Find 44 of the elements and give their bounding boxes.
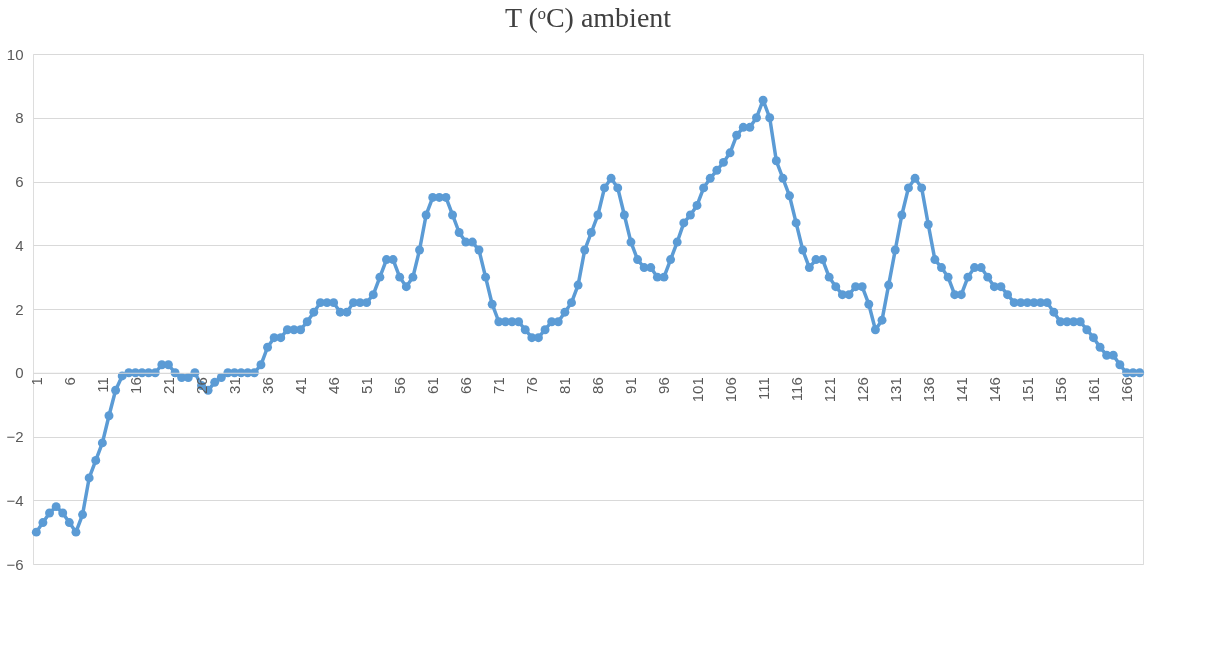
y-tick-label: −2 bbox=[6, 428, 24, 445]
x-tick-label: 11 bbox=[93, 377, 111, 393]
chart-title: T (ᵒC) ambient bbox=[504, 2, 672, 33]
x-tick-label: 71 bbox=[490, 377, 508, 394]
y-tick-label: 6 bbox=[15, 173, 24, 190]
x-tick-label: 36 bbox=[259, 377, 277, 394]
x-tick-label: 121 bbox=[820, 377, 838, 403]
x-tick-label: 111 bbox=[754, 377, 772, 401]
y-tick-label: 10 bbox=[6, 45, 24, 63]
x-tick-label: 86 bbox=[589, 377, 607, 394]
y-tick-label: 2 bbox=[15, 300, 24, 318]
x-tick-label: 126 bbox=[853, 377, 871, 403]
x-tick-label: 116 bbox=[787, 377, 805, 402]
x-tick-label: 96 bbox=[655, 377, 673, 394]
x-tick-label: 81 bbox=[556, 377, 574, 394]
y-tick-label: −6 bbox=[6, 555, 24, 573]
x-tick-label: 26 bbox=[192, 377, 210, 394]
x-tick-label: 101 bbox=[688, 377, 706, 403]
x-tick-label: 141 bbox=[952, 377, 970, 403]
x-tick-label: 21 bbox=[159, 377, 177, 394]
y-tick-label: 0 bbox=[15, 364, 24, 382]
x-tick-label: 31 bbox=[226, 377, 244, 394]
x-tick-label: 166 bbox=[1117, 377, 1135, 403]
y-tick-label: 8 bbox=[15, 109, 24, 127]
x-tick-label: 51 bbox=[358, 377, 376, 394]
x-tick-label: 151 bbox=[1018, 377, 1036, 403]
x-tick-label: 41 bbox=[292, 377, 310, 394]
y-tick-label: −4 bbox=[6, 491, 24, 509]
x-tick-label: 156 bbox=[1051, 377, 1069, 403]
x-tick-label: 136 bbox=[919, 377, 937, 403]
x-tick-label: 61 bbox=[424, 377, 442, 394]
x-tick-label: 161 bbox=[1084, 377, 1102, 403]
y-tick-label: 4 bbox=[15, 236, 24, 254]
x-tick-label: 106 bbox=[721, 377, 739, 403]
x-tick-label: 56 bbox=[391, 377, 409, 394]
x-tick-label: 46 bbox=[325, 377, 343, 394]
x-tick-label: 1 bbox=[27, 377, 45, 386]
x-tick-label: 76 bbox=[523, 377, 541, 394]
x-tick-label: 16 bbox=[126, 377, 144, 394]
x-tick-label: 91 bbox=[622, 377, 640, 394]
x-tick-label: 6 bbox=[60, 377, 78, 386]
x-tick-label: 146 bbox=[985, 377, 1003, 403]
x-tick-label: 66 bbox=[457, 377, 475, 394]
x-tick-label: 131 bbox=[886, 377, 904, 403]
